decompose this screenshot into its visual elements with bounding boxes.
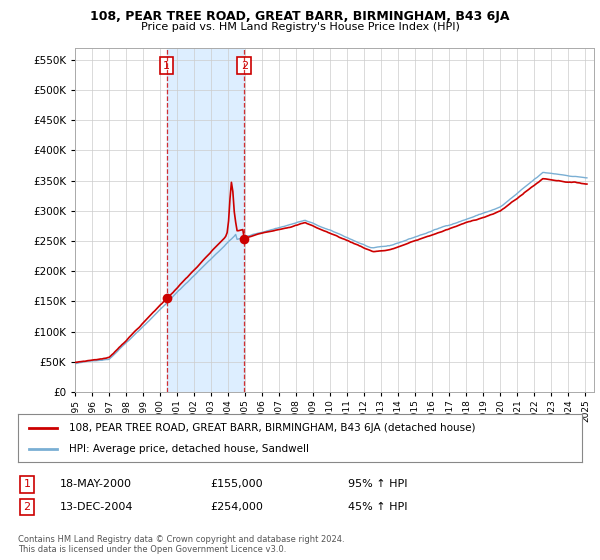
Text: Price paid vs. HM Land Registry's House Price Index (HPI): Price paid vs. HM Land Registry's House …: [140, 22, 460, 32]
Text: 13-DEC-2004: 13-DEC-2004: [60, 502, 133, 512]
Text: 108, PEAR TREE ROAD, GREAT BARR, BIRMINGHAM, B43 6JA (detached house): 108, PEAR TREE ROAD, GREAT BARR, BIRMING…: [69, 423, 475, 433]
Text: 2: 2: [241, 60, 248, 71]
Text: 1: 1: [23, 479, 31, 489]
Text: 18-MAY-2000: 18-MAY-2000: [60, 479, 132, 489]
Text: £254,000: £254,000: [210, 502, 263, 512]
Text: 45% ↑ HPI: 45% ↑ HPI: [348, 502, 407, 512]
Text: £155,000: £155,000: [210, 479, 263, 489]
Bar: [167, 48, 244, 392]
Text: HPI: Average price, detached house, Sandwell: HPI: Average price, detached house, Sand…: [69, 444, 309, 454]
Text: 2: 2: [23, 502, 31, 512]
Text: 108, PEAR TREE ROAD, GREAT BARR, BIRMINGHAM, B43 6JA: 108, PEAR TREE ROAD, GREAT BARR, BIRMING…: [90, 10, 510, 23]
Text: 95% ↑ HPI: 95% ↑ HPI: [348, 479, 407, 489]
Text: Contains HM Land Registry data © Crown copyright and database right 2024.
This d: Contains HM Land Registry data © Crown c…: [18, 535, 344, 554]
Text: 1: 1: [163, 60, 170, 71]
